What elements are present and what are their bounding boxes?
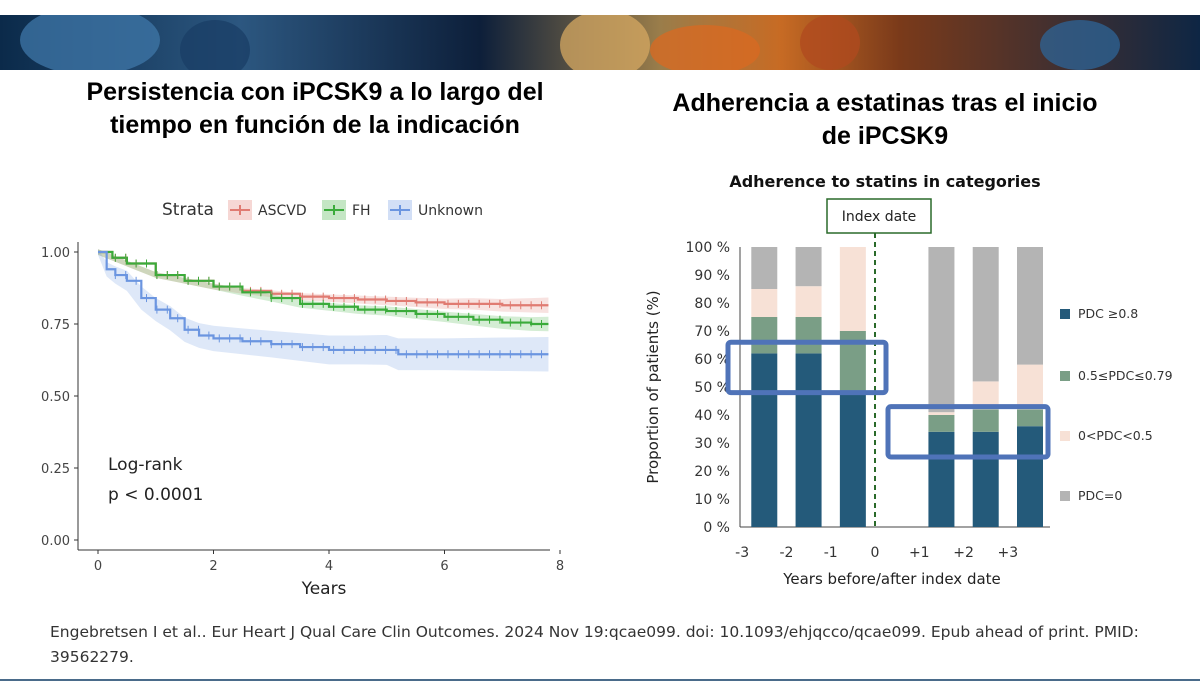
y-axis-title: Proportion of patients (%): [644, 290, 662, 483]
bar-segment: [1017, 247, 1043, 365]
y-tick-label: 0.00: [41, 534, 70, 549]
legend-swatch: [1060, 309, 1070, 319]
y-tick-label: 80 %: [694, 296, 730, 312]
x-tick-label: +1: [909, 545, 930, 561]
x-tick-label: -1: [824, 545, 838, 561]
legend-label: 0<PDC<0.5: [1078, 428, 1153, 443]
x-axis-title: Years: [301, 579, 347, 599]
confidence-band-unknown: [98, 249, 549, 372]
survival-line-unknown: [98, 250, 549, 356]
bar-segment: [928, 247, 955, 413]
highlight-after: [885, 404, 1051, 460]
legend-swatch: [1060, 371, 1070, 381]
legend-title: Strata: [162, 200, 214, 220]
adherence-chart: Adherence to statins in categories 0 % 10…: [644, 172, 1173, 588]
y-tick-label: 50 %: [694, 380, 730, 396]
legend-label: 0.5≤PDC≤0.79: [1078, 368, 1173, 383]
legend-entry: PDC ≥0.8: [1060, 306, 1138, 321]
legend-entry: PDC=0: [1060, 488, 1122, 503]
x-tick-label: 8: [556, 559, 564, 574]
y-tick-label: 0.50: [41, 390, 70, 405]
bar-segment: [751, 353, 778, 527]
bar-segment: [1017, 364, 1043, 410]
legend-entry: FH: [322, 200, 371, 220]
x-tick-label: 4: [325, 559, 333, 574]
bar-segment: [972, 247, 999, 382]
bar-segment: [972, 431, 999, 527]
p-value-label: p < 0.0001: [108, 485, 203, 505]
bar-segment: [928, 412, 955, 415]
legend-entry: Unknown: [388, 200, 483, 220]
x-tick-label: +3: [998, 545, 1019, 561]
header-banner: [0, 15, 1200, 70]
x-axis-title: Years before/after index date: [782, 570, 1001, 588]
bar-segment: [1017, 409, 1043, 427]
citation-text: Engebretsen I et al.. Eur Heart J Qual C…: [50, 623, 1139, 666]
left-chart-title: Persistencia con iPCSK9 a lo largo del t…: [86, 78, 544, 139]
bar-segment: [795, 247, 822, 287]
legend-entry: 0.5≤PDC≤0.79: [1060, 368, 1173, 383]
y-tick-label: 1.00: [41, 246, 70, 261]
right-chart-title: Adherencia a estatinas tras el inicio de…: [672, 89, 1098, 150]
legend-label: FH: [352, 203, 371, 219]
legend-entry: ASCVD: [228, 200, 307, 220]
legend-label: PDC ≥0.8: [1078, 306, 1138, 321]
y-tick-label: 40 %: [694, 408, 730, 424]
x-tick-label: +2: [953, 545, 974, 561]
highlight-before: [725, 339, 889, 396]
bar-segment: [839, 392, 866, 527]
bar-segment: [928, 431, 955, 527]
bar-segment: [751, 247, 778, 289]
legend-swatch: [1060, 491, 1070, 501]
y-tick-label: 10 %: [694, 492, 730, 508]
legend-swatch: [1060, 431, 1070, 441]
y-tick-label: 100 %: [686, 240, 730, 256]
bar-segment: [972, 409, 999, 432]
footer-divider: [0, 679, 1200, 681]
bar-segment: [795, 353, 822, 527]
chart-legend: PDC ≥0.8 0.5≤PDC≤0.79 0<PDC<0.5 PDC=0: [1060, 306, 1173, 503]
x-tick-label: -2: [779, 545, 793, 561]
y-tick-label: 90 %: [694, 268, 730, 284]
legend-entry: 0<PDC<0.5: [1060, 428, 1153, 443]
index-date-label: Index date: [842, 209, 917, 225]
x-tick-label: 0: [94, 559, 102, 574]
legend-label: PDC=0: [1078, 488, 1122, 503]
y-tick-label: 0 %: [703, 520, 730, 536]
survival-line-fh: [98, 250, 549, 326]
x-tick-label: 2: [209, 559, 217, 574]
y-tick-label: 30 %: [694, 436, 730, 452]
bar-segment: [795, 286, 822, 317]
bar-segment: [839, 247, 866, 331]
adherence-chart-title: Adherence to statins in categories: [729, 172, 1040, 191]
y-tick-label: 0.75: [41, 318, 70, 333]
bar-segment: [795, 317, 822, 354]
persistence-chart: Strata ASCVD FH Unknown 0.00 0.25 0.50 0.75 1.0…: [41, 200, 564, 599]
chart-legend: Strata ASCVD FH Unknown: [162, 200, 483, 220]
bar-segment: [1017, 426, 1043, 527]
x-tick-label: 6: [440, 559, 448, 574]
y-tick-label: 70 %: [694, 324, 730, 340]
bar-segment: [751, 289, 778, 317]
log-rank-label: Log-rank: [108, 455, 183, 475]
bar-segment: [751, 317, 778, 354]
bar-segment: [928, 415, 955, 432]
y-tick-label: 20 %: [694, 464, 730, 480]
legend-label: Unknown: [418, 203, 483, 219]
index-date-box: [826, 198, 932, 234]
legend-label: ASCVD: [258, 203, 307, 219]
y-tick-label: 0.25: [41, 462, 70, 477]
x-tick-label: 0: [871, 545, 880, 561]
y-tick-label: 60 %: [694, 352, 730, 368]
x-tick-label: -3: [735, 545, 749, 561]
